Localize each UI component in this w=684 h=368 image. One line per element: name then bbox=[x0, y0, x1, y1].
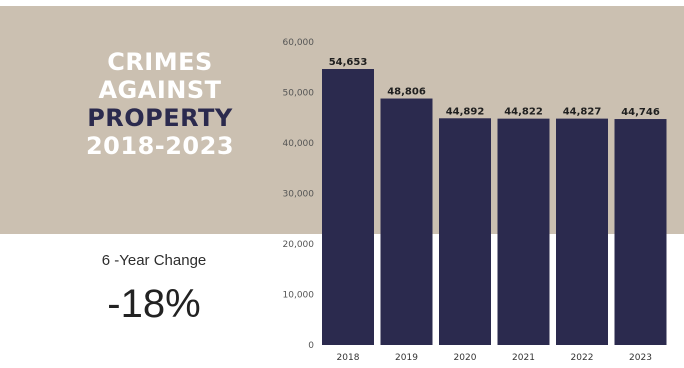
y-tick-label: 50,000 bbox=[283, 89, 315, 99]
change-value: -18% bbox=[107, 282, 201, 326]
title-line-property: PROPERTY bbox=[87, 104, 233, 132]
bar-2022 bbox=[556, 118, 608, 345]
y-tick-label: 60,000 bbox=[283, 38, 315, 48]
bar-2021 bbox=[497, 118, 550, 346]
x-tick-label-2018: 2018 bbox=[337, 353, 360, 363]
y-tick-label: 0 bbox=[308, 341, 314, 351]
x-tick-label-2021: 2021 bbox=[512, 353, 535, 363]
y-tick-label: 10,000 bbox=[283, 291, 315, 301]
data-label-2018: 54,653 bbox=[329, 57, 368, 68]
y-tick-label: 20,000 bbox=[283, 240, 315, 250]
bar-2023 bbox=[614, 119, 667, 345]
bar-2019 bbox=[380, 98, 433, 346]
title-line-crimes: CRIMES bbox=[107, 48, 213, 76]
x-tick-label-2020: 2020 bbox=[454, 353, 477, 363]
data-label-2023: 44,746 bbox=[621, 107, 660, 118]
x-tick-label-2019: 2019 bbox=[395, 353, 418, 363]
y-tick-label: 30,000 bbox=[283, 190, 315, 200]
data-label-2019: 48,806 bbox=[387, 87, 426, 98]
y-tick-label: 40,000 bbox=[283, 139, 315, 149]
bar-2018 bbox=[322, 69, 374, 345]
title-line-against: AGAINST bbox=[98, 76, 222, 104]
data-label-2020: 44,892 bbox=[446, 106, 485, 117]
x-tick-label-2022: 2022 bbox=[571, 353, 594, 363]
data-label-2021: 44,822 bbox=[504, 107, 543, 118]
data-label-2022: 44,827 bbox=[563, 107, 602, 118]
title-line-years: 2018-2023 bbox=[85, 132, 235, 160]
chart-title: CRIMES AGAINST PROPERTY 2018-2023 bbox=[70, 48, 250, 160]
bar-2020 bbox=[439, 118, 491, 345]
x-tick-label-2023: 2023 bbox=[629, 353, 652, 363]
change-label: 6 -Year Change bbox=[101, 252, 207, 269]
